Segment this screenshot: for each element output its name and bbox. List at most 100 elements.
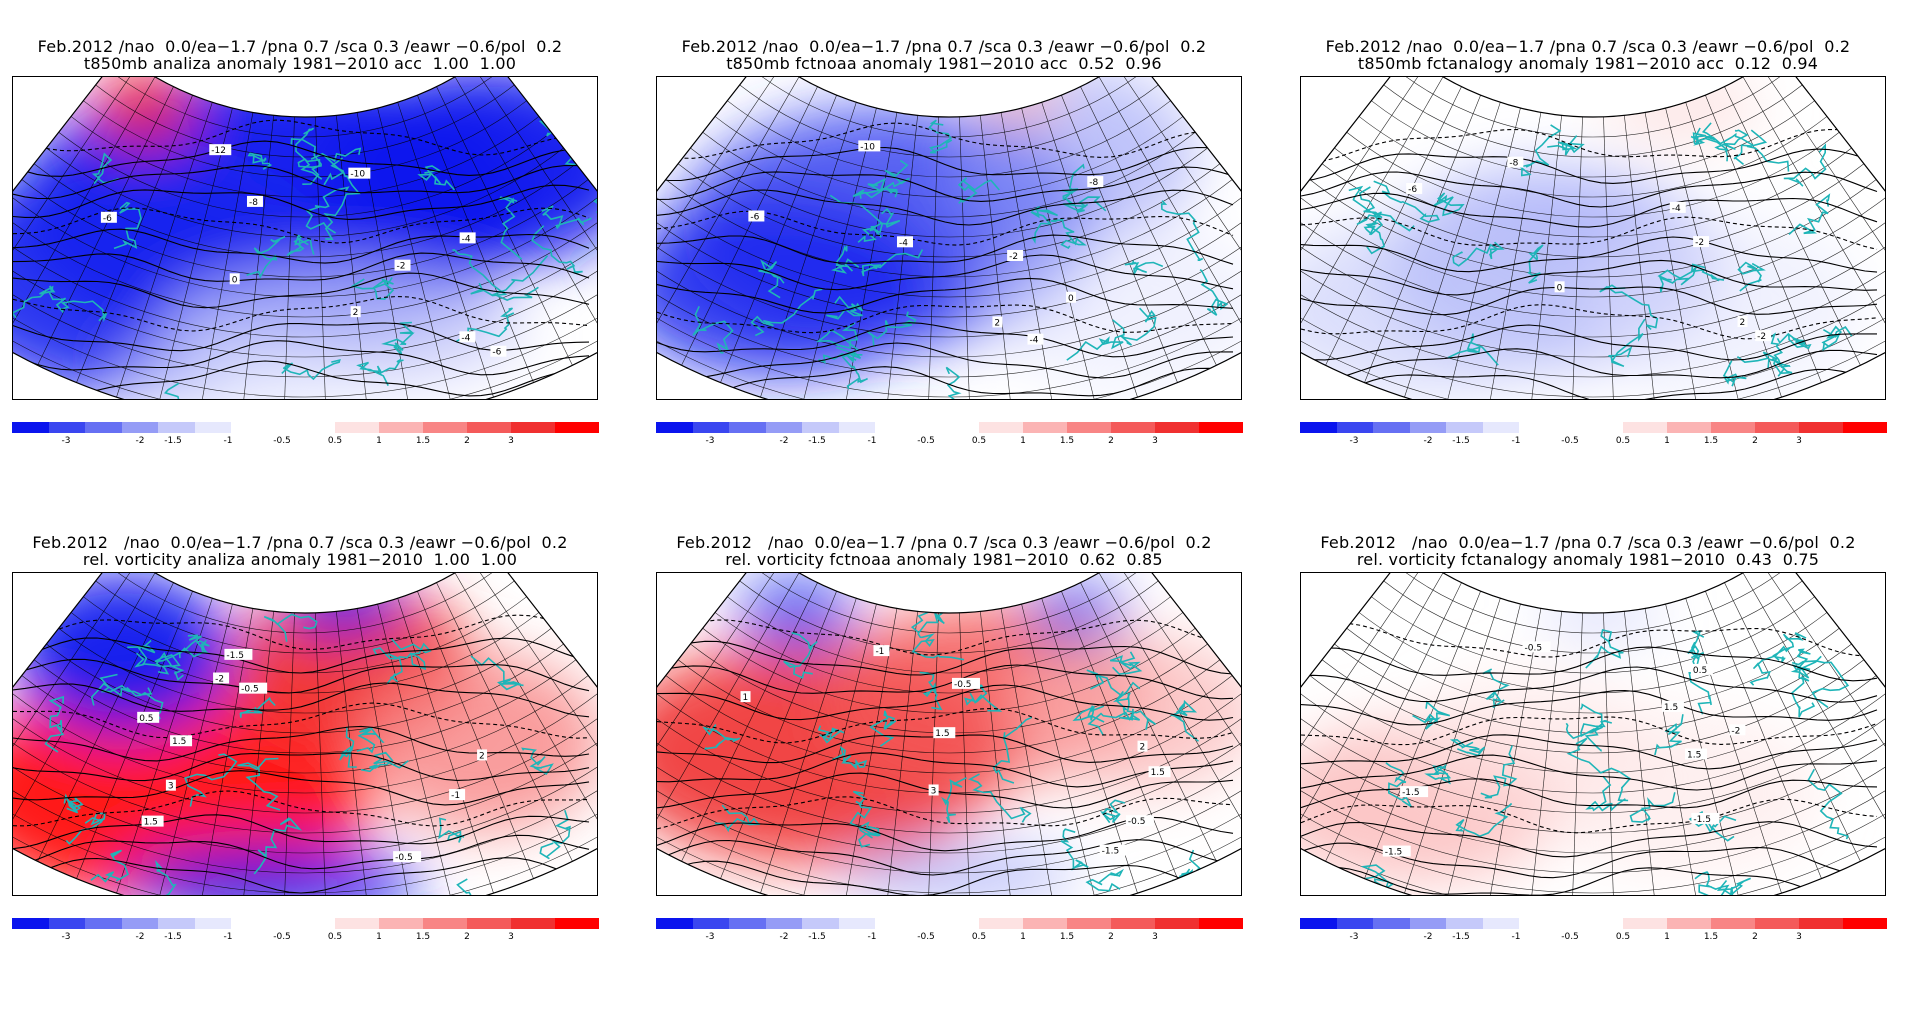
contour-label: -8: [1089, 178, 1098, 188]
contour-label: 0: [1068, 294, 1074, 304]
legend-swatch-negative: [692, 422, 729, 433]
legend-swatch-positive: [979, 918, 1023, 929]
legend-tick-label: 1.5: [1059, 436, 1075, 446]
legend-swatch-positive: [1755, 422, 1799, 433]
contour-label: -4: [1029, 336, 1038, 346]
legend-swatch-negative: [1373, 918, 1410, 929]
panel-t850-analiza: Feb.2012 /nao 0.0/ea−1.7 /pna 0.7 /sca 0…: [0, 38, 600, 518]
map-svg: -1 -0.5 1 1.5 2 1.5 3 -0.5 -1.5: [657, 573, 1241, 895]
panel-title-line1: Feb.2012 /nao 0.0/ea−1.7 /pna 0.7 /sca 0…: [37, 37, 563, 56]
legend-tick-label: -1: [1511, 932, 1521, 942]
legend-tick-label: 1: [376, 436, 382, 446]
contour-label: -0.5: [1128, 817, 1146, 827]
legend-swatch-positive: [467, 422, 511, 433]
legend-swatch-negative: [1482, 918, 1519, 929]
legend-swatch-negative: [802, 422, 839, 433]
legend-swatch-positive: [1067, 422, 1111, 433]
panel-title-line1: Feb.2012 /nao 0.0/ea−1.7 /pna 0.7 /sca 0…: [1320, 533, 1856, 552]
legend-tick-label: 1.5: [415, 436, 431, 446]
legend-swatch-positive: [1799, 422, 1843, 433]
legend-swatch-negative: [1409, 918, 1446, 929]
legend-swatch-positive: [1843, 918, 1887, 929]
contour-label: -10: [860, 142, 875, 152]
legend-swatch-negative: [1300, 918, 1337, 929]
legend-tick-label: -1: [867, 932, 877, 942]
map-svg: -1.5 -2 -0.5 0.5 1.5 2 3 -1 1.5 -0.5: [13, 573, 597, 895]
panel-t850-fctnoaa: Feb.2012 /nao 0.0/ea−1.7 /pna 0.7 /sca 0…: [644, 38, 1244, 518]
panel-title-line2: t850mb fctanalogy anomaly 1981−2010 acc …: [1357, 54, 1819, 73]
contour-lines: [657, 619, 1234, 895]
contour-label: -4: [462, 234, 471, 244]
legend-tick-label: -3: [1349, 436, 1359, 446]
legend-tick-label: 2: [1108, 932, 1114, 942]
legend-tick-label: 0.5: [327, 436, 343, 446]
legend-swatch-negative: [1336, 918, 1373, 929]
contour-label: -0.5: [954, 680, 972, 690]
legend-swatch-negative: [121, 918, 158, 929]
legend-tick-label: 1.5: [1059, 932, 1075, 942]
color-legend: -3 -2 -1.5 -1 -0.5 0.5 1 1.5 2 3: [1300, 918, 1888, 954]
legend-tick-label: 2: [1752, 932, 1758, 942]
legend-swatch-positive: [1111, 918, 1155, 929]
legend-tick-label: 2: [464, 436, 470, 446]
legend-swatch-positive: [555, 422, 599, 433]
legend-swatch-positive: [1023, 422, 1067, 433]
panel-title-line2: rel. vorticity analiza anomaly 1981−2010…: [82, 550, 518, 569]
panel-title-line2: t850mb analiza anomaly 1981−2010 acc 1.0…: [83, 54, 517, 73]
contour-label: 1.5: [1687, 750, 1701, 760]
contour-label: -1.5: [226, 651, 244, 661]
map-svg: -12 -10 -8 -6 -4 -2 0 2 -4 -6: [13, 77, 597, 399]
legend-tick-label: 1: [1020, 436, 1026, 446]
legend-tick-label: -0.5: [917, 436, 935, 446]
legend-tick-label: -1: [1511, 436, 1521, 446]
contour-label: -0.5: [241, 685, 259, 695]
contour-label: -2: [1757, 332, 1766, 342]
contour-label: 2: [479, 751, 485, 761]
anomaly-shading: [657, 573, 1241, 895]
color-legend: -3 -2 -1.5 -1 -0.5 0.5 1 1.5 2 3: [12, 422, 600, 458]
legend-swatch-negative: [121, 422, 158, 433]
legend-tick-label: 0.5: [1615, 932, 1631, 942]
legend-swatch-positive: [1199, 422, 1243, 433]
legend-swatch-negative: [12, 422, 49, 433]
legend-swatch-positive: [423, 422, 467, 433]
contour-lines: [1301, 128, 1878, 399]
contour-label: -4: [1672, 204, 1681, 214]
contour-label: -2: [1731, 726, 1740, 736]
contour-label: -1.5: [1693, 815, 1711, 825]
legend-swatch-negative: [1482, 422, 1519, 433]
anomaly-map: -8 -6 -4 -2 0 2 -2: [1300, 76, 1886, 400]
legend-tick-label: -0.5: [917, 932, 935, 942]
legend-swatch-positive: [423, 918, 467, 929]
legend-swatch-negative: [729, 918, 766, 929]
contour-lines: [13, 614, 590, 894]
legend-tick-label: -2: [1423, 932, 1433, 942]
legend-tick-label: -2: [779, 436, 789, 446]
legend-swatch-positive: [1155, 918, 1199, 929]
anomaly-map: -1.5 -2 -0.5 0.5 1.5 2 3 -1 1.5 -0.5: [12, 572, 598, 896]
legend-tick-label: -1: [223, 932, 233, 942]
legend-swatch-negative: [692, 918, 729, 929]
contour-label: -2: [1009, 252, 1018, 262]
legend-swatch-positive: [379, 918, 423, 929]
legend-swatch-positive: [1623, 918, 1667, 929]
legend-swatch-positive: [379, 422, 423, 433]
legend-swatch-negative: [1373, 422, 1410, 433]
legend-swatch-negative: [1446, 422, 1483, 433]
legend-swatch-negative: [194, 918, 231, 929]
legend-swatch-negative: [48, 918, 85, 929]
legend-tick-label: 0.5: [971, 436, 987, 446]
contour-label: -1: [875, 647, 884, 657]
legend-tick-label: -1.5: [1452, 932, 1470, 942]
color-legend: -3 -2 -1.5 -1 -0.5 0.5 1 1.5 2 3: [656, 918, 1244, 954]
contour-label: -0.5: [1524, 643, 1542, 653]
legend-tick-label: 3: [1796, 436, 1802, 446]
coastlines: [692, 119, 1229, 399]
legend-tick-label: -3: [61, 436, 71, 446]
contour-label: -0.5: [395, 853, 413, 863]
contour-label: 1.5: [172, 737, 186, 747]
legend-tick-label: 1: [1664, 436, 1670, 446]
color-legend: -3 -2 -1.5 -1 -0.5 0.5 1 1.5 2 3: [12, 918, 600, 954]
contour-label: -2: [215, 675, 224, 685]
contour-label: -1.5: [1402, 788, 1420, 798]
